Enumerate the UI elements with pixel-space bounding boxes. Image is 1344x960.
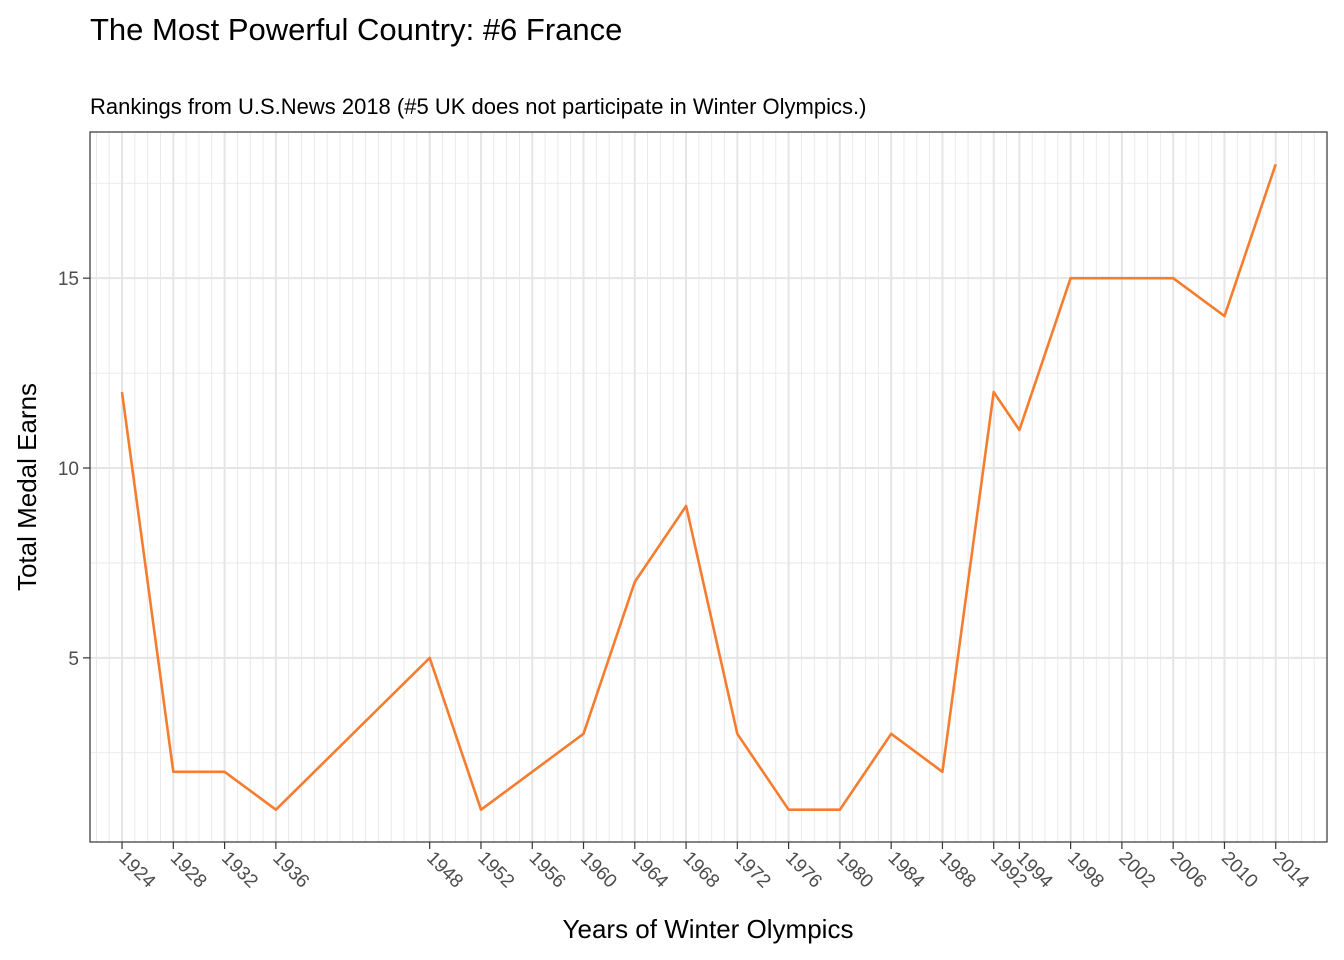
x-tick-label: 1968 <box>679 848 724 893</box>
x-tick-label: 1980 <box>832 848 877 893</box>
data-series <box>120 163 1277 812</box>
medal-total-line <box>120 163 1277 812</box>
x-tick-label: 1964 <box>627 848 672 893</box>
x-tick-label: 1936 <box>268 848 313 893</box>
y-tick-label: 10 <box>58 459 79 480</box>
x-tick-label: 1988 <box>935 848 980 893</box>
x-tick-label: 1976 <box>781 848 826 893</box>
x-tick-label: 2006 <box>1166 848 1211 893</box>
x-tick-label: 1972 <box>730 848 775 893</box>
x-tick-label: 1932 <box>217 848 262 893</box>
x-tick-label: 1952 <box>473 848 518 893</box>
chart-title: The Most Powerful Country: #6 France <box>90 12 622 47</box>
y-tick-label: 5 <box>68 649 79 670</box>
x-tick-label: 1924 <box>115 848 160 893</box>
y-axis-title: Total Medal Earns <box>12 383 42 591</box>
x-tick-label: 2010 <box>1217 848 1262 893</box>
x-axis-title: Years of Winter Olympics <box>563 914 854 944</box>
x-tick-label: 1948 <box>422 848 467 893</box>
x-tick-label: 1960 <box>576 848 621 893</box>
x-axis: 1924 1928 1932 1936 1948 1952 1956 1960 1964 1968… <box>115 842 1313 893</box>
x-tick-label: 1984 <box>884 848 929 893</box>
x-tick-label: 1928 <box>166 848 211 893</box>
x-tick-label: 1956 <box>525 848 570 893</box>
x-tick-label: 2014 <box>1268 848 1313 893</box>
y-tick-label: 15 <box>58 269 79 290</box>
chart-subtitle: Rankings from U.S.News 2018 (#5 UK does … <box>90 94 866 119</box>
x-tick-label: 2002 <box>1114 848 1159 893</box>
panel-border <box>89 131 1328 843</box>
y-axis: 5 10 15 <box>58 269 90 670</box>
grid-lines <box>90 132 1328 842</box>
x-tick-label: 1998 <box>1063 848 1108 893</box>
